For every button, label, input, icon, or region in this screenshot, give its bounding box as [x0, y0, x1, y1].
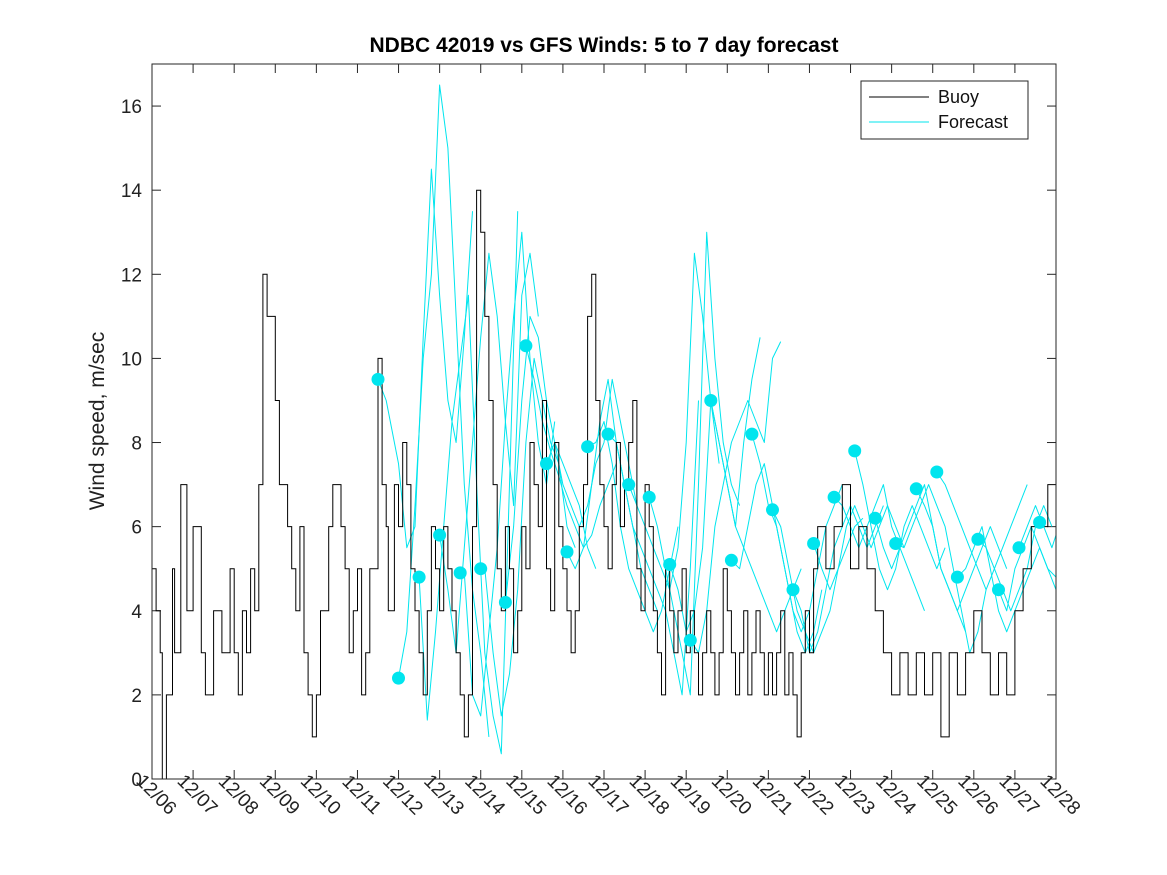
forecast-line — [418, 211, 519, 755]
y-tick-label: 16 — [121, 97, 142, 118]
forecast-line — [566, 378, 658, 611]
forecast-start-marker — [412, 570, 426, 584]
legend: Buoy Forecast — [860, 80, 1029, 140]
y-tick-label: 12 — [121, 265, 142, 286]
y-tick-label: 0 — [131, 770, 142, 791]
plot-frame — [151, 63, 1057, 780]
forecast-start-marker — [745, 427, 759, 441]
forecast-start-marker — [622, 478, 636, 492]
forecast-start-marker — [827, 490, 841, 504]
y-tick-label: 8 — [131, 434, 142, 455]
y-tick-label: 4 — [131, 602, 142, 623]
forecast-line — [915, 488, 1008, 612]
forecast-start-marker — [519, 339, 533, 353]
forecast-line — [689, 341, 782, 654]
forecast-line — [484, 357, 576, 717]
forecast-start-marker — [581, 440, 595, 454]
y-tick-label: 2 — [131, 686, 142, 707]
forecast-start-marker — [950, 570, 964, 584]
legend-box — [860, 80, 1029, 140]
forecast-line — [833, 484, 925, 611]
y-axis-label: Wind speed, m/sec — [86, 332, 109, 511]
legend-label-buoy: Buoy — [938, 87, 979, 107]
forecast-start-marker — [474, 562, 488, 576]
forecast-start-marker — [540, 457, 553, 471]
y-tick-label: 6 — [131, 518, 142, 539]
forecast-start-marker — [971, 532, 985, 546]
forecast-line — [936, 471, 1028, 591]
forecast-start-marker — [371, 372, 385, 386]
forecast-line — [895, 484, 987, 654]
forecast-start-marker — [560, 545, 574, 559]
forecast-line — [504, 315, 597, 603]
forecast-line — [751, 433, 843, 633]
legend-label-forecast: Forecast — [938, 112, 1008, 132]
forecast-start-marker — [930, 465, 944, 479]
forecast-start-marker — [433, 528, 447, 542]
forecast-start-marker — [1033, 515, 1047, 529]
forecast-line — [792, 505, 884, 654]
forecast-start-marker — [766, 503, 779, 517]
forecast-line — [813, 505, 905, 591]
y-tick-label: 10 — [121, 349, 142, 370]
forecast-line — [525, 345, 617, 549]
forecast-line — [772, 509, 864, 654]
forecast-start-marker — [868, 511, 882, 525]
forecast-start-marker — [498, 595, 512, 609]
forecast-start-marker — [848, 444, 862, 458]
buoy-line — [152, 189, 1056, 780]
forecast-start-marker — [392, 671, 405, 685]
forecast-start-marker — [992, 583, 1005, 597]
forecast-line — [998, 526, 1057, 612]
forecast-start-marker — [807, 537, 821, 550]
forecast-line — [398, 84, 490, 737]
forecast-start-marker — [642, 490, 656, 504]
forecast-start-marker — [786, 583, 800, 597]
forecast-start-marker — [1012, 541, 1026, 555]
forecast-start-marker — [724, 553, 738, 567]
forecast-line — [710, 400, 802, 633]
data-series — [152, 84, 1057, 780]
forecast-line — [463, 231, 556, 717]
forecast-start-marker — [453, 566, 467, 580]
forecast-start-marker — [909, 482, 923, 496]
chart-title: NDBC 42019 vs GFS Winds: 5 to 7 day fore… — [370, 34, 839, 57]
forecast-start-marker — [889, 537, 903, 550]
y-tick-label: 14 — [121, 181, 143, 202]
forecast-start-marker — [683, 633, 697, 647]
forecast-start-marker — [704, 394, 718, 407]
forecast-start-marker — [663, 558, 677, 571]
forecast-line — [377, 168, 473, 549]
forecast-start-marker — [601, 427, 615, 441]
